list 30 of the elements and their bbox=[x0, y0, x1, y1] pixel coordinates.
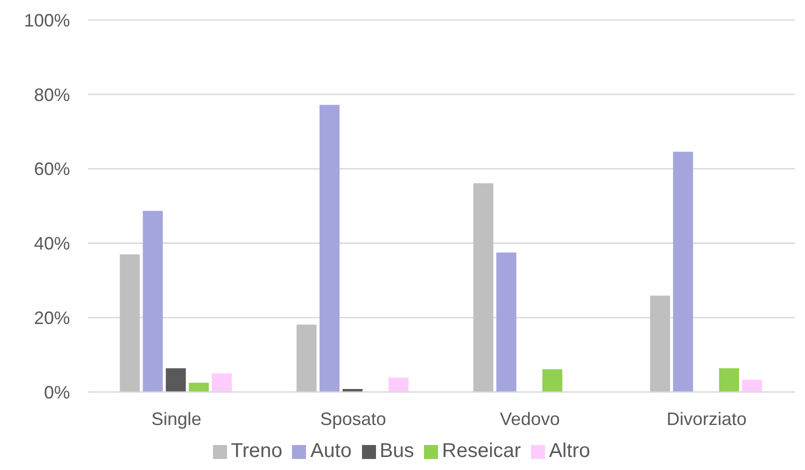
bar bbox=[719, 368, 740, 392]
legend-label: Treno bbox=[230, 440, 282, 462]
y-tick-label: 0% bbox=[44, 382, 70, 402]
bar bbox=[166, 368, 186, 392]
y-tick-label: 100% bbox=[24, 10, 70, 30]
bar bbox=[120, 254, 140, 392]
bar bbox=[496, 252, 516, 392]
x-tick-label: Vedovo bbox=[500, 408, 560, 429]
x-tick-label: Sposato bbox=[320, 408, 386, 429]
bar bbox=[320, 104, 340, 392]
y-tick-label: 20% bbox=[34, 308, 70, 328]
legend-label: Altro bbox=[548, 440, 590, 462]
legend-label: Auto bbox=[310, 440, 352, 462]
bar bbox=[296, 324, 317, 392]
x-tick-label: Divorziato bbox=[666, 408, 747, 429]
y-tick-label: 40% bbox=[34, 234, 70, 254]
y-tick-label: 80% bbox=[34, 84, 70, 105]
bar bbox=[673, 152, 694, 392]
bar bbox=[542, 369, 562, 392]
legend-label: Reseicar bbox=[442, 440, 521, 462]
bar bbox=[650, 296, 670, 392]
bar bbox=[742, 380, 762, 392]
legend-label: Bus bbox=[380, 440, 414, 462]
bar bbox=[142, 210, 163, 392]
bar bbox=[188, 382, 209, 392]
x-tick-label: Single bbox=[151, 408, 202, 429]
bar bbox=[212, 373, 232, 392]
bar bbox=[473, 183, 494, 392]
bar bbox=[388, 377, 409, 392]
y-tick-label: 60% bbox=[34, 159, 70, 180]
